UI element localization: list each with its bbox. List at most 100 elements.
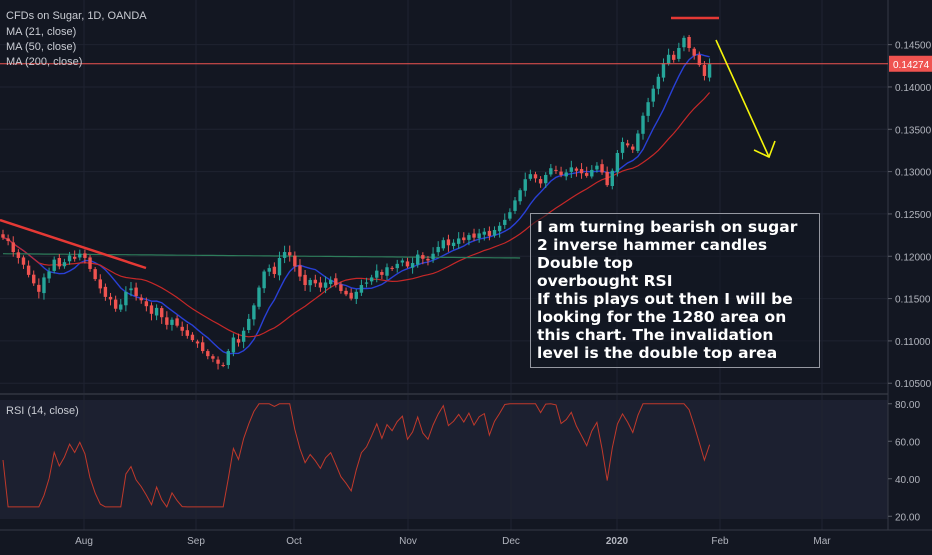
candle-body [564,172,568,177]
annotation-line: overbought RSI [537,272,673,290]
candle-body [195,341,200,344]
time-tick-label: Oct [286,536,302,547]
price-tick-label: 0.13000 [895,168,932,179]
candle-body [26,265,31,275]
candle-body [165,317,169,325]
candle-body [462,237,466,241]
candle-body [303,274,307,286]
candle-body [67,255,72,262]
candle-body [6,238,10,242]
candle-body [687,36,691,49]
time-axis[interactable]: Aug Sep Oct Nov Dec 2020 Feb Mar [75,536,831,547]
candle-body [569,167,574,172]
candle-body [129,288,133,291]
candle-body [257,287,261,307]
candles [1,34,712,370]
ma21-legend[interactable]: MA (21, close) [6,26,77,38]
candle-body [600,164,604,173]
time-tick-label: Dec [502,536,520,547]
candle-body [267,268,271,272]
rsi-tick-label: 80.00 [895,400,920,411]
candle-body [692,48,696,56]
candle-body [313,279,318,284]
candle-body [533,174,538,179]
drawings[interactable] [0,16,888,270]
candle-body [180,326,184,331]
candle-body [221,364,225,366]
candle-body [487,230,492,236]
candle-body [574,168,579,171]
candle-body [410,263,415,268]
candle-body [707,64,712,78]
price-axis[interactable]: 0.14500 0.14000 0.13500 0.13000 0.12500 0.120… [888,41,932,524]
candle-body [88,257,92,269]
candle-body [62,262,67,267]
candle-body [416,254,420,265]
candle-body [113,299,118,309]
candle-body [206,351,210,357]
annotation-text-box[interactable]: I am turning bearish on sugar 2 inverse … [530,213,820,368]
candle-body [477,233,481,239]
candle-body [52,259,56,271]
candle-body [308,279,312,286]
candle-body [185,330,190,336]
candle-body [247,318,251,331]
time-tick-label: Sep [187,536,205,547]
candle-body [93,269,97,280]
candle-body [154,307,159,316]
candle-body [293,255,297,267]
candle-body [497,225,502,232]
candle-body [32,274,36,284]
candle-body [160,308,164,318]
candle-body [405,261,410,267]
candle-body [672,54,676,60]
candle-body [262,271,266,289]
candle-body [78,253,82,258]
candle-body [149,305,154,314]
candle-body [518,190,522,202]
bearish-arrow [715,39,770,158]
candle-body [503,219,507,225]
candle-body [298,265,302,277]
candle-body [57,257,62,267]
candle-body [190,334,195,341]
candle-body [656,76,661,89]
candle-body [282,252,287,258]
candle-body [554,169,558,171]
price-tick-label: 0.13500 [895,125,932,136]
symbol-legend[interactable]: CFDs on Sugar, 1D, OANDA [6,10,147,22]
candle-body [697,54,702,65]
annotation-line: If this plays out then I will be [537,290,793,308]
candle-body [625,143,630,146]
rsi-tick-label: 40.00 [895,475,920,486]
candle-body [528,174,533,179]
price-tick-label: 0.11500 [895,295,931,306]
candle-body [380,272,384,275]
time-tick-label: Feb [711,536,729,547]
candle-body [677,48,681,59]
candle-body [375,270,379,278]
annotation-line: this chart. The invalidation [537,326,774,344]
annotation-line: looking for the 1280 area on [537,308,787,326]
price-tick-label: 0.11000 [895,337,931,348]
candle-body [385,267,389,276]
candle-body [441,240,446,249]
rsi-legend[interactable]: RSI (14, close) [6,405,79,417]
candle-body [651,88,655,102]
candle-body [508,212,512,219]
candle-body [364,282,369,284]
rsi-overbought-oversold-band [0,400,888,519]
candle-body [636,133,640,151]
candle-body [144,301,149,307]
candle-body [103,286,108,297]
candle-body [646,102,650,116]
candle-body [661,63,666,78]
ma50-legend[interactable]: MA (50, close) [6,41,77,53]
ma200-legend[interactable]: MA (200, close) [6,56,83,68]
candle-body [124,291,128,306]
candle-body [98,279,102,289]
candle-body [400,260,405,263]
candle-body [702,64,707,76]
candle-body [42,277,46,294]
